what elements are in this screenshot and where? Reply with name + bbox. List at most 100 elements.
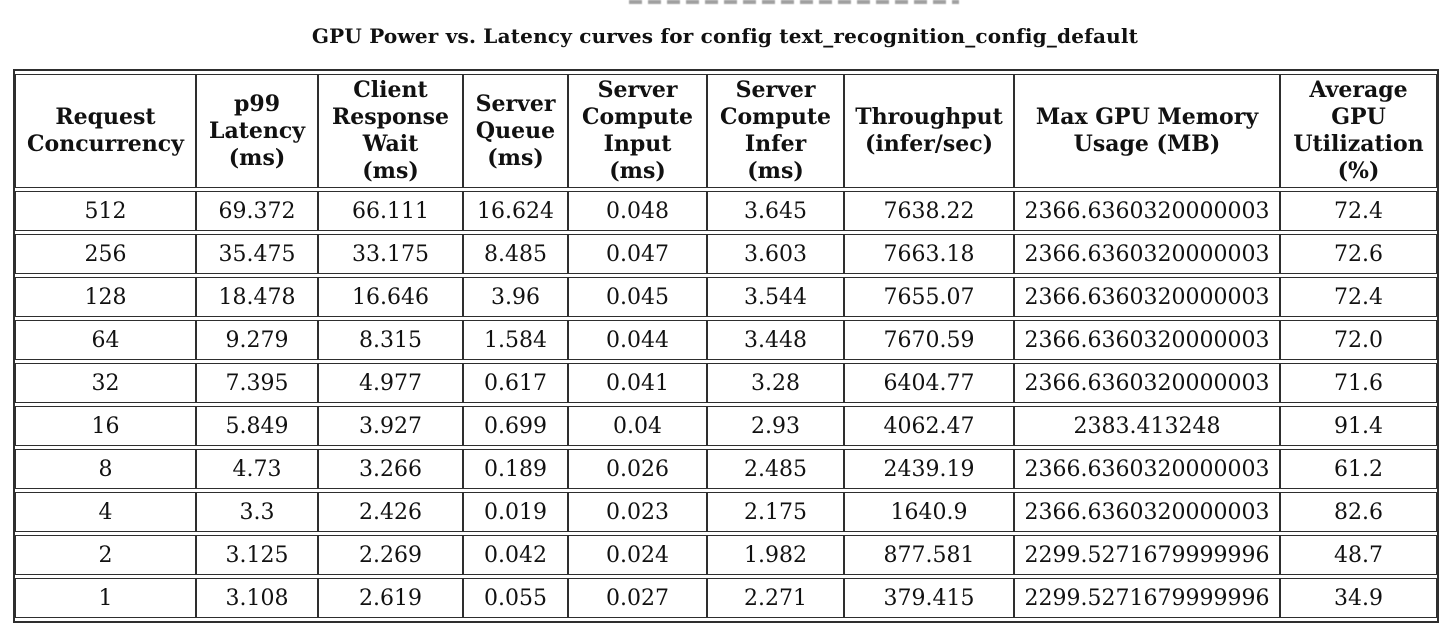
table-cell: 35.475 [196,234,318,274]
table-row: 512 69.372 66.111 16.624 0.048 3.645 7638.22 23… [15,191,1437,231]
table-cell: 16.624 [463,191,568,231]
column-header: p99 Latency (ms) [196,74,318,188]
table-cell: 8.485 [463,234,568,274]
table-cell: 2.175 [707,492,844,532]
table-cell: 7670.59 [844,320,1014,360]
table-cell: 2.93 [707,406,844,446]
table-cell: 3.645 [707,191,844,231]
table-cell: 1 [15,578,196,618]
table-cell: 4.977 [318,363,463,403]
table-cell: 3.544 [707,277,844,317]
column-header: Max GPU Memory Usage (MB) [1014,74,1280,188]
table-row: 32 7.395 4.977 0.617 0.041 3.28 6404.77 2366.63… [15,363,1437,403]
table-row: 256 35.475 33.175 8.485 0.047 3.603 7663.18 236… [15,234,1437,274]
clipped-text-remnant [629,0,959,4]
table-cell: 0.048 [568,191,707,231]
table-cell: 16.646 [318,277,463,317]
table-cell: 3.266 [318,449,463,489]
table-cell: 2.619 [318,578,463,618]
table-cell: 0.047 [568,234,707,274]
table-cell: 512 [15,191,196,231]
column-header: Throughput (infer/sec) [844,74,1014,188]
table-cell: 0.023 [568,492,707,532]
table-row: 8 4.73 3.266 0.189 0.026 2.485 2439.19 2366.636… [15,449,1437,489]
table-cell: 2.485 [707,449,844,489]
table-cell: 3.108 [196,578,318,618]
table-cell: 72.6 [1280,234,1437,274]
table-cell: 0.026 [568,449,707,489]
table-cell: 0.055 [463,578,568,618]
table-cell: 0.042 [463,535,568,575]
table-cell: 256 [15,234,196,274]
table-cell: 3.125 [196,535,318,575]
table-cell: 379.415 [844,578,1014,618]
table-cell: 32 [15,363,196,403]
table-cell: 82.6 [1280,492,1437,532]
table-cell: 2439.19 [844,449,1014,489]
table-cell: 7663.18 [844,234,1014,274]
table-cell: 877.581 [844,535,1014,575]
table-cell: 2299.5271679999996 [1014,535,1280,575]
table-cell: 0.027 [568,578,707,618]
table-cell: 8 [15,449,196,489]
table-row: 64 9.279 8.315 1.584 0.044 3.448 7670.59 2366.6… [15,320,1437,360]
table-row: 4 3.3 2.426 0.019 0.023 2.175 1640.9 2366.63603… [15,492,1437,532]
table-cell: 0.045 [568,277,707,317]
table-cell: 7655.07 [844,277,1014,317]
table-cell: 2.271 [707,578,844,618]
table-cell: 2299.5271679999996 [1014,578,1280,618]
table-cell: 2366.6360320000003 [1014,449,1280,489]
table-cell: 128 [15,277,196,317]
table-row: 128 18.478 16.646 3.96 0.045 3.544 7655.07 2366… [15,277,1437,317]
table-cell: 0.019 [463,492,568,532]
table-cell: 4 [15,492,196,532]
table-row: 16 5.849 3.927 0.699 0.04 2.93 4062.47 2383.413… [15,406,1437,446]
table-cell: 2366.6360320000003 [1014,234,1280,274]
table-cell: 18.478 [196,277,318,317]
table-cell: 64 [15,320,196,360]
table-cell: 2.426 [318,492,463,532]
table-cell: 72.4 [1280,191,1437,231]
table-cell: 2.269 [318,535,463,575]
table-row: 1 3.108 2.619 0.055 0.027 2.271 379.415 2299.52… [15,578,1437,618]
table-cell: 71.6 [1280,363,1437,403]
table-cell: 0.044 [568,320,707,360]
table-cell: 0.041 [568,363,707,403]
column-header: Server Compute Input (ms) [568,74,707,188]
table-cell: 4.73 [196,449,318,489]
table-cell: 0.617 [463,363,568,403]
header-row: Request Concurrency p99 Latency (ms) Clien… [15,74,1437,188]
table-cell: 7638.22 [844,191,1014,231]
table-cell: 9.279 [196,320,318,360]
table-cell: 33.175 [318,234,463,274]
table-cell: 2366.6360320000003 [1014,320,1280,360]
table-cell: 91.4 [1280,406,1437,446]
column-header: Server Queue (ms) [463,74,568,188]
metrics-table: Request Concurrency p99 Latency (ms) Clien… [13,69,1439,623]
table-cell: 8.315 [318,320,463,360]
table-cell: 0.024 [568,535,707,575]
table-cell: 69.372 [196,191,318,231]
table-cell: 0.04 [568,406,707,446]
table-cell: 2366.6360320000003 [1014,191,1280,231]
table-cell: 48.7 [1280,535,1437,575]
page-title: GPU Power vs. Latency curves for config … [311,24,1139,48]
table-cell: 2383.413248 [1014,406,1280,446]
table-body: 512 69.372 66.111 16.624 0.048 3.645 7638.22 23… [15,191,1437,618]
table-cell: 4062.47 [844,406,1014,446]
table-cell: 7.395 [196,363,318,403]
table-cell: 5.849 [196,406,318,446]
table-cell: 0.189 [463,449,568,489]
table-cell: 6404.77 [844,363,1014,403]
table-cell: 1.982 [707,535,844,575]
table-cell: 34.9 [1280,578,1437,618]
table-cell: 3.927 [318,406,463,446]
table-cell: 72.0 [1280,320,1437,360]
table-cell: 3.3 [196,492,318,532]
table-cell: 3.28 [707,363,844,403]
column-header: Client Response Wait (ms) [318,74,463,188]
table-cell: 3.603 [707,234,844,274]
table-cell: 3.96 [463,277,568,317]
table-cell: 1.584 [463,320,568,360]
